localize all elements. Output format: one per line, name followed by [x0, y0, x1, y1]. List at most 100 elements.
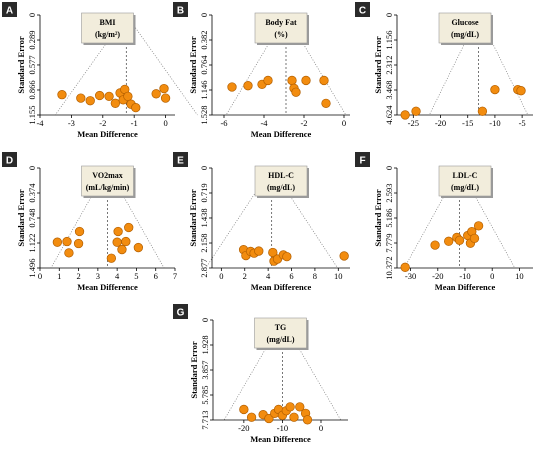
x-tick-label: -10 [459, 271, 470, 281]
data-point [227, 82, 237, 92]
x-tick-label: -2 [99, 118, 106, 128]
data-point [57, 90, 67, 100]
data-point [74, 226, 85, 237]
panel-label-bg-b [173, 2, 188, 17]
data-point [302, 415, 313, 425]
y-tick-label: 10.372 [384, 256, 394, 279]
y-tick-label: 0.577 [27, 55, 37, 74]
panel-e: E 0 2 4 6 8 10 0 0.719 1.438 2.158 2.877 Mean Differ… [173, 152, 350, 292]
y-tick-label: 0.382 [199, 30, 209, 49]
title-box [254, 165, 308, 197]
x-axis-title: Mean Difference [77, 282, 138, 292]
panel-title: Body Fat [265, 18, 297, 27]
y-axis-title: Standard Error [189, 341, 199, 398]
y-tick-label: 1.928 [200, 335, 210, 354]
x-tick-label: -4 [260, 118, 268, 128]
y-axis-title: Standard Error [373, 36, 383, 93]
data-point [113, 226, 123, 237]
panel-d: D 0 1 2 3 4 5 6 7 0 0.374 0.748 1.122 1.496 Mean Diffe… [2, 152, 177, 292]
panel-label-bg-a [2, 2, 17, 17]
funnel-left-line [54, 14, 127, 116]
data-point [301, 75, 311, 86]
panel-f: F -30 -20 -10 0 10 0 2.593 5.186 7.779 10.372 Mean … [355, 152, 533, 292]
data-point [339, 251, 349, 261]
x-tick-label: -20 [435, 118, 446, 128]
y-tick-label: 2.158 [199, 233, 209, 252]
data-point [285, 402, 295, 412]
y-axis-title: Standard Error [16, 189, 26, 246]
y-tick-label: 0.748 [27, 208, 37, 227]
funnel-right-line [271, 167, 338, 269]
funnel-right-line [126, 14, 198, 116]
x-tick-label: -1 [131, 118, 138, 128]
funnel-left-line [225, 14, 287, 116]
data-point [516, 86, 526, 96]
panel-title-unit: (mL/kg/min) [86, 183, 130, 192]
panel-title: LDL-C [453, 171, 478, 180]
y-tick-label: 0 [384, 13, 394, 17]
data-point [246, 412, 257, 422]
x-tick-label: 0 [319, 423, 323, 433]
data-point [243, 81, 253, 91]
data-point [131, 102, 141, 113]
panel-c: C -25 -20 -15 -10 -5 0 1.156 2.312 3.468 4.624 Stan… [355, 2, 533, 128]
data-point [133, 242, 144, 253]
x-axis-title: Mean Difference [77, 129, 138, 139]
panel-title: Glucose [451, 18, 479, 27]
data-point [287, 75, 297, 86]
x-tick-label: -2 [300, 118, 307, 128]
y-tick-label: 4.624 [384, 105, 394, 125]
x-tick-label: -10 [489, 118, 500, 128]
y-tick-label: 3.468 [384, 80, 394, 99]
panel-g: G -20 -10 0 0 1.928 3.857 5.785 7.713 Mean Differ… [173, 304, 348, 444]
y-tick-label: 2.312 [384, 55, 394, 74]
panel-label-bg-e [173, 152, 188, 167]
data-point [62, 236, 72, 247]
data-point [117, 244, 127, 255]
panel-a: A -4 -3 -2 -1 0 0 0.289 0.577 0.866 1.155 Mean Diff… [2, 2, 198, 139]
title-box [81, 12, 134, 44]
data-point [124, 222, 134, 233]
data-point [85, 96, 95, 106]
panel-label-bg-g [173, 304, 188, 319]
panel-title-unit: (mg/dL) [451, 183, 479, 192]
panel-title-unit: (mg/dL) [451, 30, 479, 39]
data-point [112, 237, 122, 247]
data-point [264, 413, 274, 424]
y-tick-label: 0.866 [27, 80, 37, 99]
x-tick-label: -25 [408, 118, 419, 128]
panel-title-unit: (%) [274, 30, 288, 39]
x-tick-label: 10 [515, 271, 524, 281]
y-tick-label: 7.779 [384, 233, 394, 252]
panel-label-bg-c [355, 2, 370, 17]
x-tick-label: 6 [289, 271, 293, 281]
y-tick-label: 0 [199, 166, 209, 170]
y-tick-label: 1.496 [27, 258, 37, 277]
y-axis-title: Standard Error [373, 189, 383, 246]
data-point [295, 402, 305, 412]
panel-label-c: C [359, 6, 366, 17]
data-point [123, 91, 133, 102]
panel-label-e: E [177, 156, 184, 167]
y-tick-label: 1.528 [199, 105, 209, 124]
data-point [282, 251, 292, 262]
y-tick-label: 0.374 [27, 183, 37, 203]
data-point [159, 83, 169, 94]
panel-label-f: F [359, 156, 365, 167]
funnel-left-line [205, 167, 272, 269]
y-tick-label: 1.155 [27, 105, 37, 124]
y-axis-title: Standard Error [16, 36, 26, 93]
data-point [254, 246, 264, 256]
panel-label-g: G [177, 308, 185, 319]
data-point [321, 98, 331, 109]
panel-label-bg-f [355, 152, 370, 167]
data-point [104, 91, 114, 102]
x-tick-label: -4 [36, 118, 44, 128]
y-axis-title: Standard Error [188, 36, 198, 93]
x-axis-title: Mean Difference [435, 282, 496, 292]
data-point [263, 75, 273, 86]
x-tick-label: -20 [432, 271, 443, 281]
panel-label-bg-d [2, 152, 17, 167]
data-point [454, 235, 465, 245]
x-tick-label: 0 [163, 118, 167, 128]
